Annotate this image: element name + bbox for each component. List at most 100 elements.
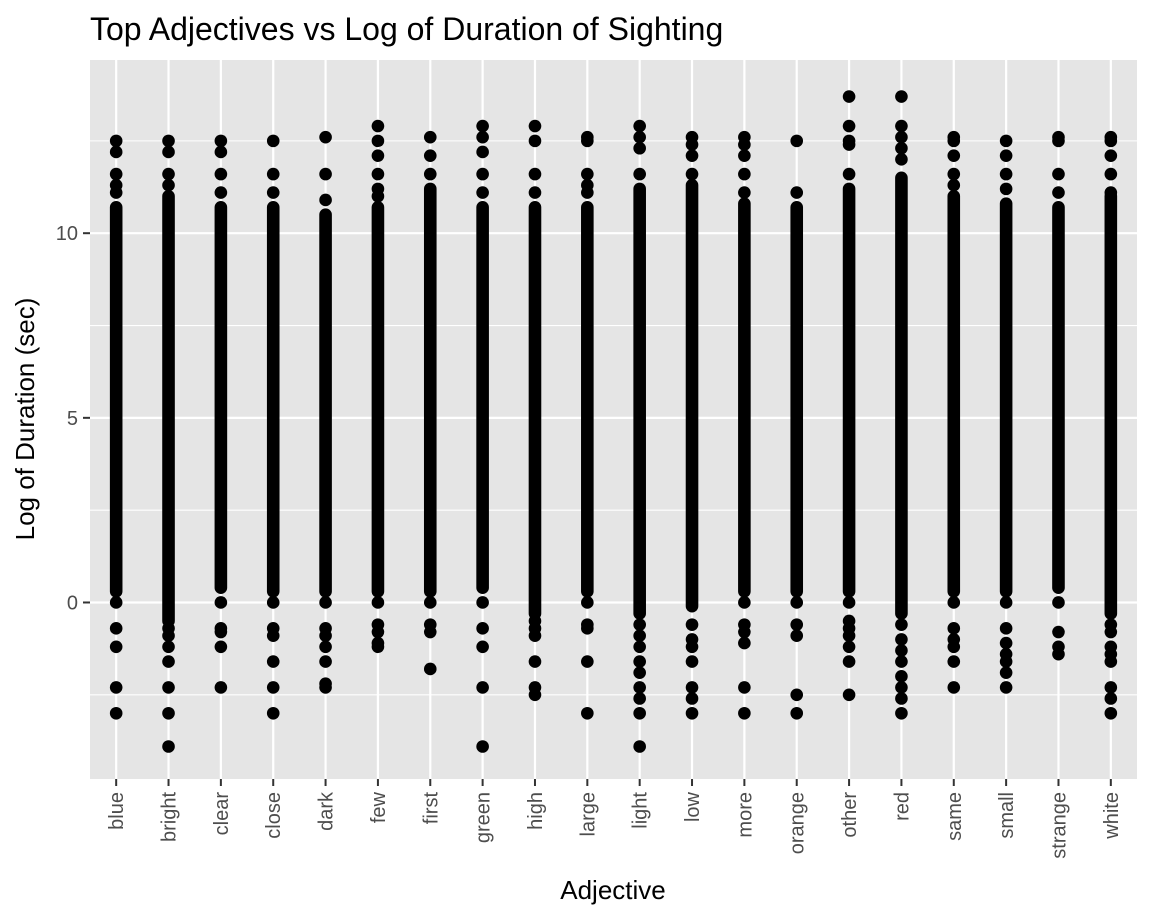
data-point: [423, 130, 437, 144]
data-point: [1052, 596, 1065, 609]
data-point: [581, 186, 594, 199]
x-tick-label: small: [996, 792, 1018, 839]
data-point: [581, 596, 594, 609]
data-point: [162, 134, 175, 148]
data-point: [685, 138, 699, 151]
data-point: [266, 134, 280, 148]
data-point: [895, 119, 908, 133]
data-point: [476, 681, 489, 694]
chart-title: Top Adjectives vs Log of Duration of Sig…: [90, 11, 723, 47]
data-point: [999, 182, 1013, 196]
x-tick-label: more: [734, 792, 756, 838]
data-point: [319, 130, 332, 144]
x-tick-label: high: [525, 792, 547, 830]
data-point: [633, 740, 646, 753]
series-small: [999, 134, 1013, 694]
data-point: [790, 706, 804, 720]
data-point: [1104, 167, 1118, 181]
data-point: [109, 640, 123, 654]
x-tick-label: strange: [1048, 792, 1070, 859]
data-point: [1104, 186, 1118, 199]
data-point: [685, 149, 699, 162]
data-point: [738, 138, 751, 151]
data-point: [895, 153, 908, 166]
plot-panel: [90, 60, 1137, 779]
data-point: [319, 629, 332, 643]
series-high: [528, 119, 542, 702]
data-point: [476, 167, 489, 181]
data-point: [999, 681, 1013, 694]
point-band: [371, 201, 385, 598]
data-point: [999, 149, 1013, 162]
data-point: [266, 655, 280, 668]
series-large: [581, 130, 594, 720]
data-point: [633, 666, 646, 679]
data-point: [162, 167, 175, 181]
data-point: [109, 706, 123, 720]
data-point: [319, 596, 332, 609]
point-band: [319, 208, 332, 598]
series-light: [633, 119, 646, 753]
y-axis-title: Log of Duration (sec): [10, 298, 40, 541]
data-point: [633, 640, 646, 654]
data-point: [214, 134, 228, 148]
data-point: [947, 681, 961, 694]
data-point: [947, 640, 961, 654]
data-point: [319, 655, 332, 668]
series-first: [423, 130, 437, 676]
data-point: [895, 655, 908, 668]
data-point: [947, 655, 961, 668]
x-tick-label: few: [368, 791, 390, 823]
data-point: [109, 596, 123, 609]
x-tick-label: large: [577, 792, 599, 836]
data-point: [109, 186, 123, 199]
x-axis-title: Adjective: [560, 875, 666, 905]
data-point: [476, 622, 489, 635]
x-tick-label: first: [420, 792, 442, 825]
data-point: [685, 681, 699, 694]
point-band: [109, 201, 123, 598]
point-band: [266, 201, 280, 598]
point-band: [947, 189, 961, 598]
data-point: [685, 706, 699, 720]
data-point: [214, 186, 228, 199]
data-point: [162, 681, 175, 694]
data-point: [109, 145, 123, 159]
data-point: [738, 625, 751, 639]
x-tick-label: close: [263, 792, 285, 839]
point-band: [476, 201, 489, 595]
data-point: [528, 186, 542, 199]
data-point: [685, 640, 699, 654]
data-point: [214, 681, 228, 694]
data-point: [1104, 681, 1118, 694]
series-bright: [162, 134, 175, 753]
series-low: [685, 130, 699, 720]
data-point: [947, 622, 961, 635]
data-point: [738, 636, 751, 650]
data-point: [633, 706, 646, 720]
data-point: [528, 167, 542, 181]
data-point: [162, 740, 175, 753]
data-point: [738, 596, 751, 609]
data-point: [895, 670, 908, 683]
series-green: [476, 119, 489, 753]
data-point: [581, 167, 594, 181]
data-point: [162, 640, 175, 654]
data-point: [214, 167, 228, 181]
data-point: [895, 90, 908, 103]
data-point: [581, 706, 594, 720]
data-point: [266, 629, 280, 643]
data-point: [947, 134, 961, 148]
series-more: [738, 130, 751, 720]
data-point: [214, 640, 228, 654]
data-point: [633, 167, 646, 181]
y-axis: 0 5 10: [56, 223, 90, 614]
series-same: [947, 130, 961, 694]
data-point: [738, 706, 751, 720]
x-tick-label: other: [839, 792, 861, 838]
data-point: [895, 130, 908, 144]
data-point: [999, 655, 1013, 668]
data-point: [109, 622, 123, 635]
data-point: [423, 167, 437, 181]
